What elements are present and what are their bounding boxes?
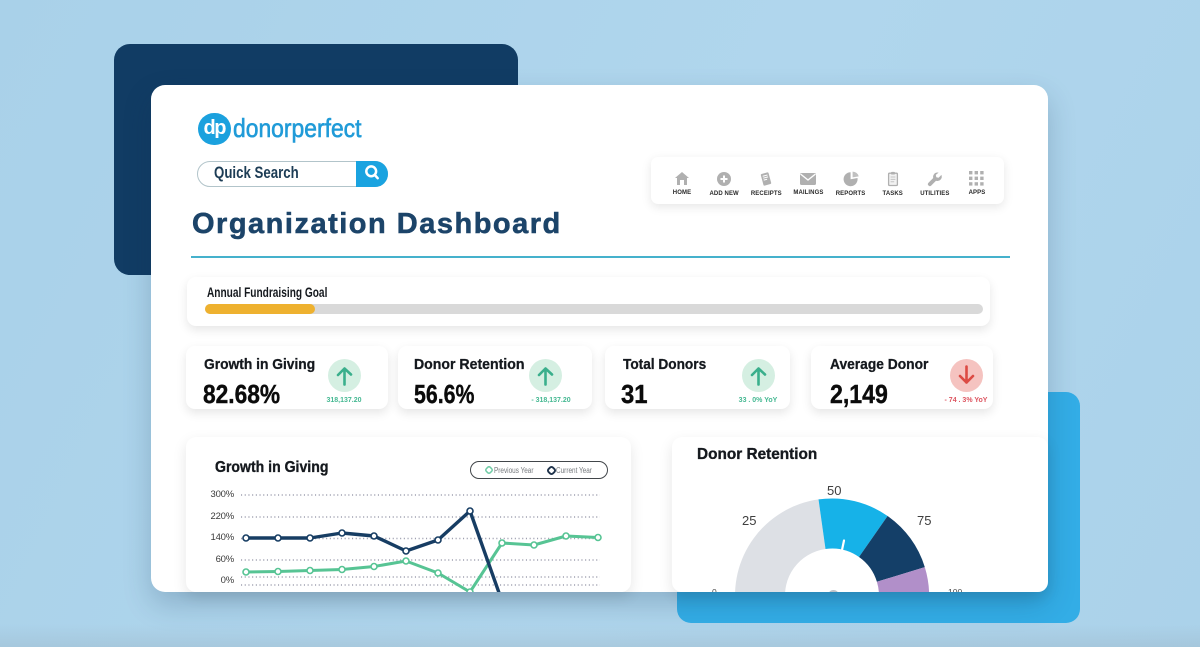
svg-text:100: 100 bbox=[948, 587, 962, 592]
svg-text:0: 0 bbox=[712, 587, 717, 592]
